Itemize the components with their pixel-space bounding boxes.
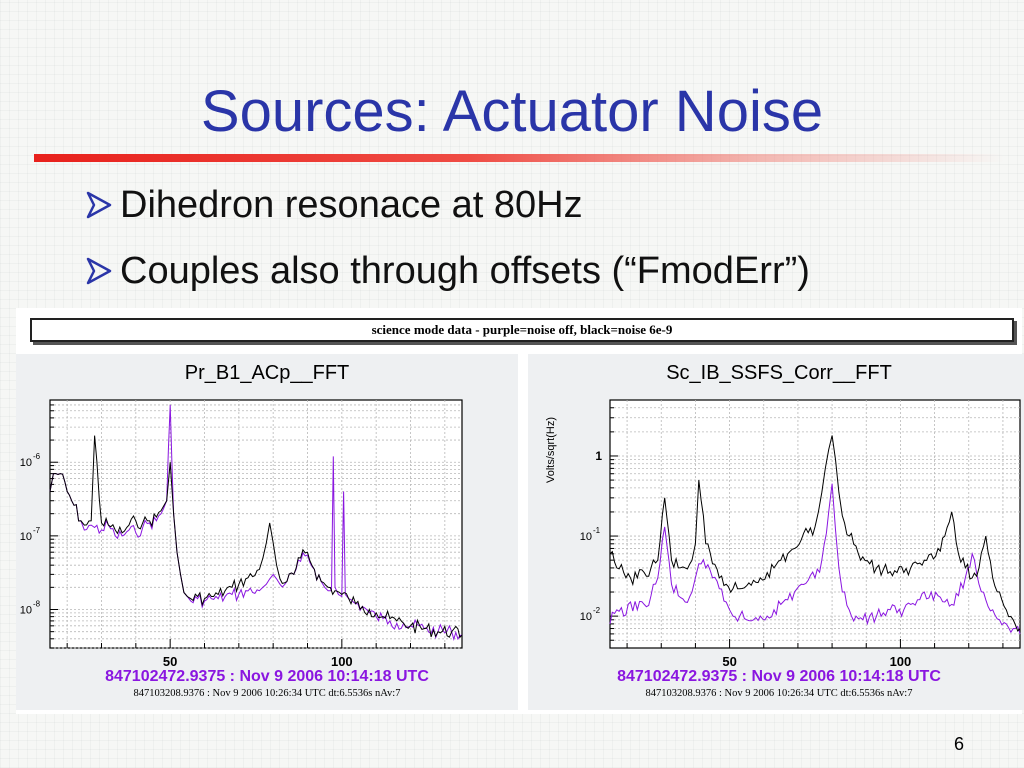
plot-area xyxy=(609,399,1021,649)
y-axis-label: Volts/sqrt(Hz) xyxy=(545,417,557,483)
chart-panel-left: 50 100 10 -6 10 -7 10 -8 Pr_B1_ACp__FFT 8471024… xyxy=(16,354,518,710)
x-tick-label: 50 xyxy=(722,654,736,669)
timestamp-primary: 847102472.9375 : Nov 9 2006 10:14:18 UTC xyxy=(105,668,429,685)
y-tick-label: 10 xyxy=(20,604,32,616)
y-tick-label: 10 xyxy=(580,611,592,623)
y-tick-label: 10 xyxy=(20,457,32,469)
bullet-list: Dihedron resonace at 80Hz Couples also t… xyxy=(82,172,810,304)
y-tick-label: 1 xyxy=(595,449,602,463)
series-line xyxy=(49,404,463,642)
x-tick-label: 100 xyxy=(331,654,353,669)
y-tick-label: 10 xyxy=(580,531,592,543)
bullet-text: Dihedron resonace at 80Hz xyxy=(120,183,583,226)
spectrum-figure: science mode data - purple=noise off, bl… xyxy=(16,308,1024,714)
series-line xyxy=(49,435,463,639)
chart-title: Sc_IB_SSFS_Corr__FFT xyxy=(666,362,892,384)
timestamp-secondary: 847103208.9376 : Nov 9 2006 10:26:34 UTC… xyxy=(645,688,913,699)
bullet-text: Couples also through offsets (“FmodErr”) xyxy=(120,249,810,292)
y-tick-exponent: -1 xyxy=(593,526,601,535)
series-line xyxy=(609,483,1021,635)
chart-panel-right: 50 100 1 10 -1 10 -2 Volts/sqrt(Hz) Sc_IB_SSFS_… xyxy=(528,354,1024,710)
bullet-item: Couples also through offsets (“FmodErr”) xyxy=(82,238,810,304)
figure-banner: science mode data - purple=noise off, bl… xyxy=(30,318,1014,342)
bullet-item: Dihedron resonace at 80Hz xyxy=(82,172,810,238)
series-line xyxy=(609,435,1021,632)
arrow-bullet-icon xyxy=(86,257,112,285)
chart-title: Pr_B1_ACp__FFT xyxy=(184,362,350,384)
y-tick-exponent: -6 xyxy=(33,452,41,461)
timestamp-secondary: 847103208.9376 : Nov 9 2006 10:26:34 UTC… xyxy=(133,688,401,699)
x-tick-label: 100 xyxy=(890,654,912,669)
y-tick-exponent: -8 xyxy=(33,599,41,608)
y-tick-exponent: -2 xyxy=(593,606,601,615)
timestamp-primary: 847102472.9375 : Nov 9 2006 10:14:18 UTC xyxy=(617,668,941,685)
plot-area xyxy=(49,399,463,649)
title-underline xyxy=(34,154,1004,162)
x-tick-label: 50 xyxy=(163,654,177,669)
page-number: 6 xyxy=(953,734,964,754)
arrow-bullet-icon xyxy=(86,191,112,219)
y-tick-exponent: -7 xyxy=(33,526,41,535)
y-tick-label: 10 xyxy=(20,531,32,543)
slide-title: Sources: Actuator Noise xyxy=(200,79,824,144)
